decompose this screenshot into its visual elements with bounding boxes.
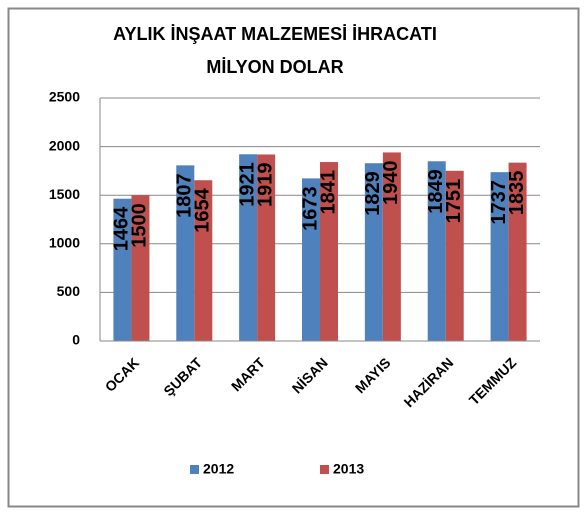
data-label: 1835 [506, 171, 528, 216]
data-label: 1673 [299, 186, 321, 231]
data-label: 1464 [111, 206, 133, 251]
chart-title: MİLYON DOLAR [206, 57, 343, 77]
y-tick-label: 2000 [49, 137, 80, 153]
bar [490, 172, 509, 341]
chart-title: AYLIK İNŞAAT MALZEMESİ İHRACATI [113, 24, 437, 44]
bar [239, 154, 258, 341]
y-tick-label: 500 [57, 283, 81, 299]
data-label: 1919 [254, 162, 276, 207]
data-label: 1849 [425, 169, 447, 214]
bar [257, 154, 276, 341]
legend-swatch [320, 465, 329, 474]
legend-swatch [190, 465, 199, 474]
y-tick-label: 0 [72, 332, 80, 348]
chart-border [7, 7, 580, 508]
bar [302, 178, 320, 341]
bar [113, 198, 132, 341]
legend-label: 2012 [203, 461, 234, 477]
data-label: 1940 [380, 160, 402, 205]
data-label: 1500 [129, 203, 151, 248]
y-tick-label: 1000 [49, 235, 80, 251]
bar [194, 180, 213, 341]
bar [176, 165, 195, 341]
bar [131, 195, 150, 341]
data-label: 1807 [174, 173, 196, 218]
legend-label: 2013 [333, 461, 364, 477]
data-label: 1921 [236, 162, 258, 207]
bar [320, 162, 338, 341]
data-label: 1751 [443, 179, 465, 224]
bar [445, 170, 464, 341]
y-tick-label: 1500 [49, 186, 80, 202]
data-label: 1737 [488, 180, 510, 225]
bar [364, 163, 383, 341]
data-label: 1654 [192, 187, 214, 232]
data-label: 1829 [362, 171, 384, 216]
bar [382, 152, 401, 341]
bar [508, 162, 527, 341]
data-label: 1841 [317, 170, 339, 215]
y-tick-label: 2500 [49, 89, 80, 105]
bar [427, 161, 446, 341]
